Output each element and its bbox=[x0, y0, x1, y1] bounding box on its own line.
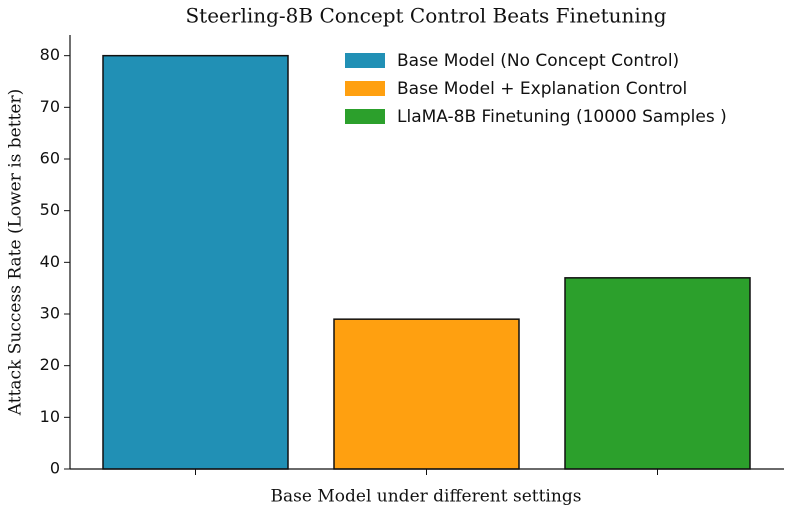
legend-swatch bbox=[345, 53, 385, 68]
y-tick-label: 10 bbox=[40, 407, 60, 426]
x-axis-label: Base Model under different settings bbox=[271, 487, 582, 507]
bar bbox=[102, 54, 289, 470]
y-tick-label: 60 bbox=[40, 149, 60, 168]
legend-label: Base Model + Explanation Control bbox=[397, 79, 687, 99]
y-tick-label: 0 bbox=[50, 459, 60, 478]
bar bbox=[333, 318, 520, 470]
y-tick-label: 50 bbox=[40, 200, 60, 219]
y-tick-label: 80 bbox=[40, 45, 60, 64]
y-tick-label: 30 bbox=[40, 304, 60, 323]
legend-label: LlaMA-8B Finetuning (10000 Samples ) bbox=[397, 107, 727, 127]
y-tick-label: 70 bbox=[40, 97, 60, 116]
bar bbox=[564, 277, 751, 470]
y-axis-label: Attack Success Rate (Lower is better) bbox=[6, 89, 26, 416]
chart-title: Steerling-8B Concept Control Beats Finet… bbox=[185, 4, 666, 28]
y-tick-label: 40 bbox=[40, 252, 60, 271]
y-tick-label: 20 bbox=[40, 355, 60, 374]
legend-swatch bbox=[345, 81, 385, 96]
legend-label: Base Model (No Concept Control) bbox=[397, 51, 679, 71]
legend-swatch bbox=[345, 109, 385, 124]
